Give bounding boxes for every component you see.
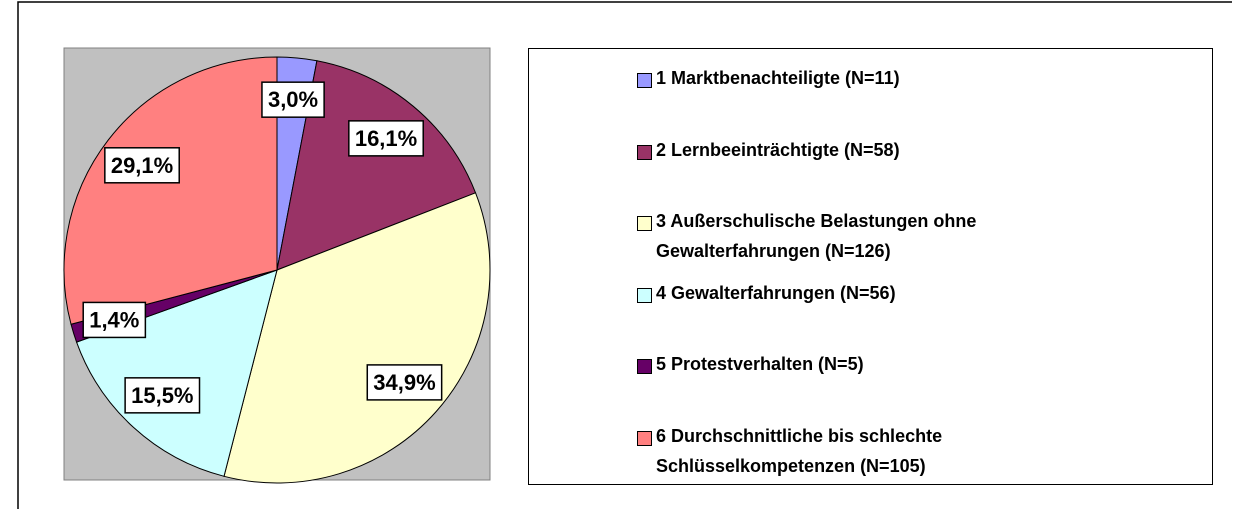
label-box — [261, 81, 325, 118]
data-labels: 3,0% 16,1% 34,9% 15,5% 1,4% 29,1% — [82, 81, 443, 414]
data-label-text: 1,4% — [89, 307, 139, 332]
legend-item: 1 Marktbenachteiligte (N=11) — [637, 68, 1046, 93]
data-label-text: 29,1% — [111, 153, 173, 178]
legend-item: 2 Lernbeeinträchtigte (N=58) — [637, 140, 1046, 165]
pie-slice — [63, 56, 278, 325]
legend-item: 5 Protestverhalten (N=5) — [637, 354, 1046, 379]
legend-label: 1 Marktbenachteiligte (N=11) — [656, 68, 900, 88]
pie — [63, 56, 491, 484]
legend-item: 3 Außerschulische Belastungen ohne Gewal… — [637, 211, 1046, 266]
data-label: 34,9% — [366, 364, 443, 401]
legend-label: 5 Protestverhalten (N=5) — [656, 354, 864, 374]
label-box — [104, 147, 180, 184]
pie-slice — [276, 60, 477, 271]
legend-label: 6 Durchschnittliche bis schlechte Schlüs… — [656, 425, 943, 476]
label-box — [366, 364, 443, 401]
data-label: 16,1% — [348, 120, 424, 157]
legend-swatch — [637, 430, 652, 446]
data-label-text: 15,5% — [131, 383, 193, 408]
legend-item: 4 Gewalterfahrungen (N=56) — [637, 283, 1046, 308]
label-box — [82, 301, 147, 339]
legend-swatch — [637, 359, 652, 374]
legend-swatch — [637, 144, 652, 160]
legend-label: 3 Außerschulische Belastungen ohne Gewal… — [656, 211, 977, 261]
pie-slice — [223, 192, 491, 484]
data-label-text: 3,0% — [268, 87, 318, 112]
data-label: 29,1% — [104, 147, 180, 184]
legend: 1 Marktbenachteiligte (N=11) 2 Lernbeeint… — [528, 48, 1213, 485]
data-label: 3,0% — [261, 81, 325, 118]
legend-swatch — [637, 216, 652, 231]
data-label: 15,5% — [124, 377, 201, 414]
legend-label: 2 Lernbeeinträchtigte (N=58) — [656, 139, 900, 160]
legend-item: 6 Durchschnittliche bis schlechte Schlüs… — [637, 426, 1046, 481]
legend-swatch — [637, 287, 652, 303]
label-box — [124, 377, 201, 414]
legend-swatch — [637, 73, 652, 88]
frame — [17, 1, 1232, 509]
data-label-text: 34,9% — [373, 370, 435, 395]
label-box — [348, 120, 424, 157]
pie-slice — [75, 269, 278, 477]
data-label-text: 16,1% — [355, 126, 417, 151]
legend-label: 4 Gewalterfahrungen (N=56) — [656, 282, 896, 303]
data-label: 1,4% — [82, 301, 147, 339]
